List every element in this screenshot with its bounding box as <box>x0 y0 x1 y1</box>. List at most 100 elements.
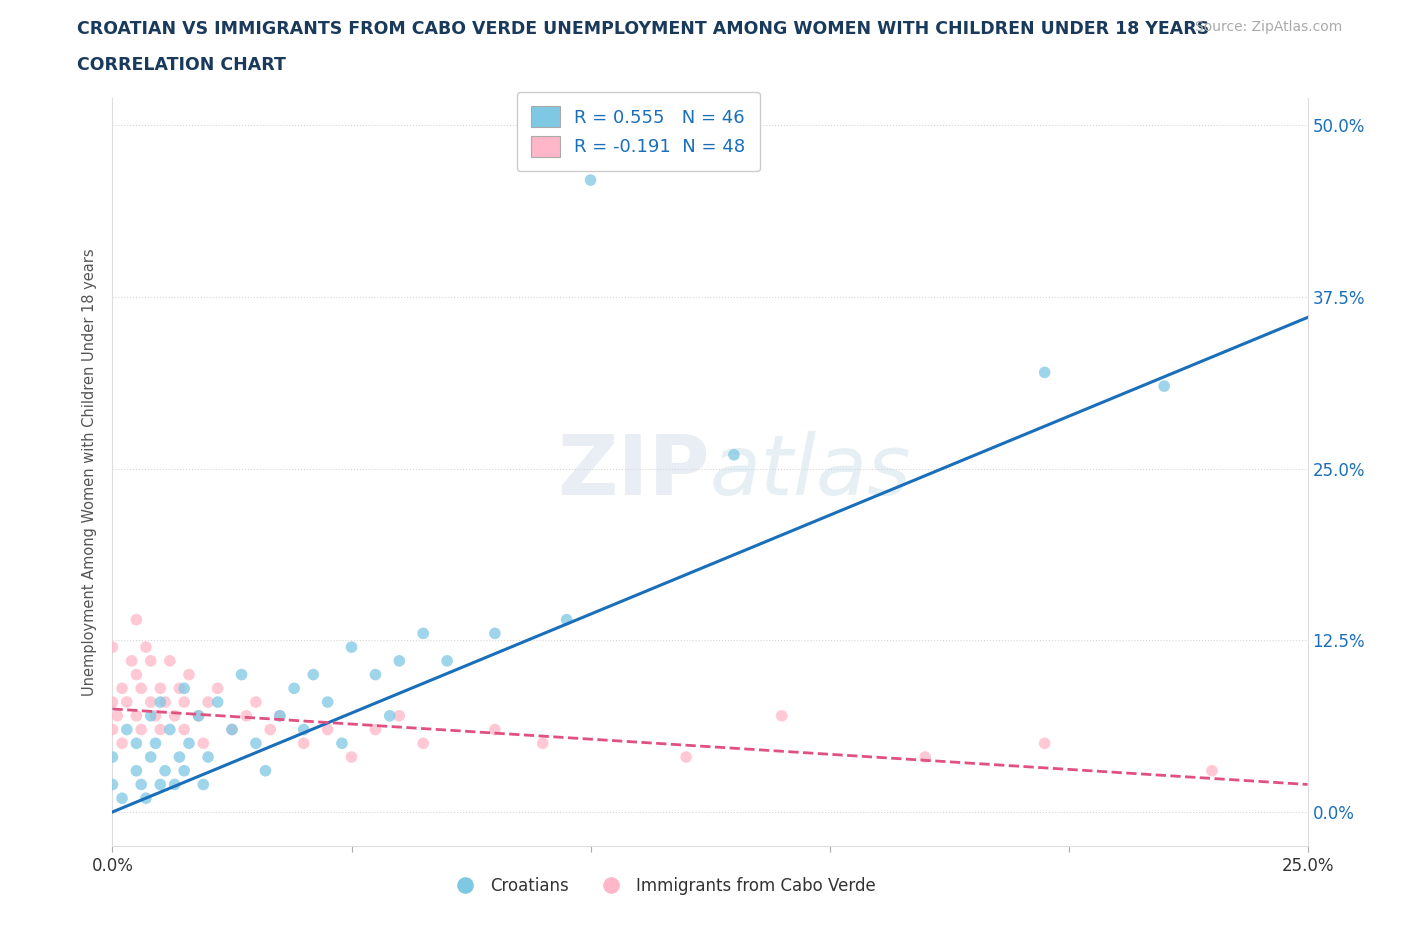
Point <box>129 722 152 737</box>
Point <box>770 709 793 724</box>
Point <box>340 640 363 655</box>
Point <box>169 681 191 696</box>
Point <box>125 736 148 751</box>
Point <box>330 736 353 751</box>
Legend: Croatians, Immigrants from Cabo Verde: Croatians, Immigrants from Cabo Verde <box>441 870 883 901</box>
Point <box>135 790 157 805</box>
Point <box>340 750 363 764</box>
Point <box>412 626 434 641</box>
Point <box>111 790 134 805</box>
Point <box>187 709 209 724</box>
Point <box>412 736 434 751</box>
Y-axis label: Unemployment Among Women with Children Under 18 years: Unemployment Among Women with Children U… <box>82 248 97 696</box>
Point <box>316 722 339 737</box>
Text: CORRELATION CHART: CORRELATION CHART <box>77 56 287 73</box>
Point <box>302 667 325 682</box>
Point <box>125 764 148 778</box>
Point <box>177 736 200 751</box>
Point <box>388 654 411 669</box>
Point <box>129 777 152 792</box>
Point <box>159 654 181 669</box>
Text: Source: ZipAtlas.com: Source: ZipAtlas.com <box>1195 20 1343 34</box>
Point <box>484 626 506 641</box>
Point <box>173 764 195 778</box>
Point <box>292 736 315 751</box>
Point <box>197 695 219 710</box>
Point <box>139 654 162 669</box>
Point <box>364 722 387 737</box>
Point <box>149 681 172 696</box>
Point <box>1201 764 1223 778</box>
Point <box>316 695 339 710</box>
Point <box>173 695 195 710</box>
Point <box>139 709 162 724</box>
Point <box>139 750 162 764</box>
Point <box>125 612 148 627</box>
Point <box>111 736 134 751</box>
Point <box>139 695 162 710</box>
Point <box>269 709 291 724</box>
Point <box>145 709 167 724</box>
Point <box>254 764 277 778</box>
Point <box>197 750 219 764</box>
Point <box>193 736 215 751</box>
Point <box>207 681 229 696</box>
Point <box>259 722 281 737</box>
Point <box>111 681 134 696</box>
Point <box>531 736 554 751</box>
Point <box>149 695 172 710</box>
Point <box>159 722 181 737</box>
Point <box>245 736 267 751</box>
Point <box>101 777 124 792</box>
Point <box>177 667 200 682</box>
Point <box>1153 379 1175 393</box>
Point <box>101 640 124 655</box>
Point <box>115 695 138 710</box>
Point <box>121 654 143 669</box>
Point <box>1033 365 1056 379</box>
Point <box>101 722 124 737</box>
Point <box>149 777 172 792</box>
Text: atlas: atlas <box>710 432 911 512</box>
Point <box>283 681 305 696</box>
Point <box>269 709 291 724</box>
Point <box>914 750 936 764</box>
Point <box>675 750 697 764</box>
Point <box>231 667 253 682</box>
Point <box>207 695 229 710</box>
Point <box>378 709 401 724</box>
Point <box>163 709 186 724</box>
Point <box>105 709 128 724</box>
Point <box>173 681 195 696</box>
Point <box>125 709 148 724</box>
Point <box>245 695 267 710</box>
Point <box>235 709 257 724</box>
Point <box>149 722 172 737</box>
Point <box>125 667 148 682</box>
Point <box>101 695 124 710</box>
Point <box>1033 736 1056 751</box>
Point <box>579 173 602 188</box>
Point <box>153 695 176 710</box>
Point <box>187 709 209 724</box>
Point <box>101 750 124 764</box>
Text: CROATIAN VS IMMIGRANTS FROM CABO VERDE UNEMPLOYMENT AMONG WOMEN WITH CHILDREN UN: CROATIAN VS IMMIGRANTS FROM CABO VERDE U… <box>77 20 1209 38</box>
Point <box>292 722 315 737</box>
Point <box>436 654 458 669</box>
Point <box>115 722 138 737</box>
Point <box>221 722 243 737</box>
Point <box>163 777 186 792</box>
Point <box>169 750 191 764</box>
Point <box>221 722 243 737</box>
Point <box>173 722 195 737</box>
Point <box>364 667 387 682</box>
Text: ZIP: ZIP <box>558 432 710 512</box>
Point <box>555 612 578 627</box>
Point <box>193 777 215 792</box>
Point <box>484 722 506 737</box>
Point <box>135 640 157 655</box>
Point <box>145 736 167 751</box>
Point <box>129 681 152 696</box>
Point <box>153 764 176 778</box>
Point <box>388 709 411 724</box>
